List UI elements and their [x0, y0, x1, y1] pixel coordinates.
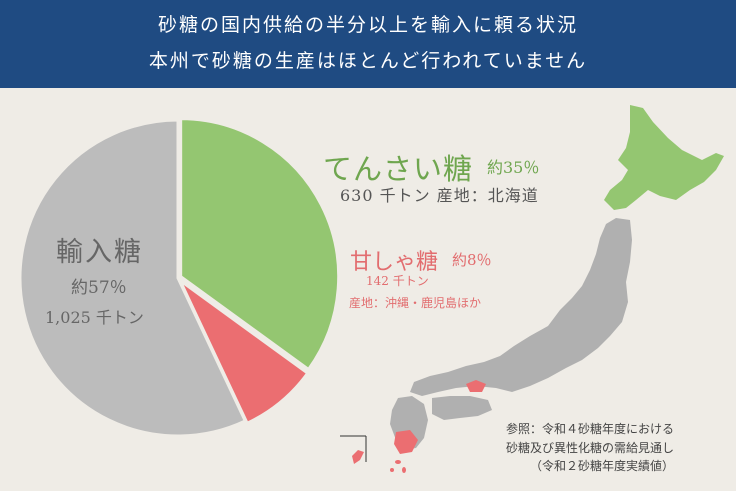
japan-map-icon — [340, 105, 724, 473]
map-kagoshima — [394, 430, 418, 454]
import-amount: 1,025 千トン — [45, 308, 144, 327]
pie-chart — [18, 117, 341, 438]
cane-percent: 約8％ — [452, 251, 492, 269]
map-hokkaido — [604, 105, 724, 210]
source-line3: （令和２砂糖年度実績値） — [530, 459, 675, 474]
beet-label: てんさい糖 — [323, 152, 474, 186]
map-shikoku — [432, 396, 492, 420]
cane-region: 産地：沖縄・鹿児島ほか — [349, 296, 482, 310]
pie-slice-beet — [179, 117, 341, 372]
source-line2: 砂糖及び異性化糖の需給見通し — [506, 440, 675, 455]
map-kansai — [466, 380, 486, 392]
source-note: 参照：令和４砂糖年度における 砂糖及び異性化糖の需給見通し （令和２砂糖年度実績… — [506, 420, 674, 476]
cane-amount: 142 千トン — [366, 274, 429, 288]
header-title-line1: 砂糖の国内供給の半分以上を輸入に頼る状況 — [157, 14, 578, 36]
cane-label: 甘しゃ糖 — [350, 250, 439, 275]
pie-slice-import — [18, 118, 248, 438]
beet-detail: 630 千トン 産地：北海道 — [340, 186, 539, 205]
map-honshu — [410, 218, 632, 396]
source-line1: 参照：令和４砂糖年度における — [506, 422, 675, 436]
header-banner: 砂糖の国内供給の半分以上を輸入に頼る状況 本州で砂糖の生産はほとんど行われていま… — [0, 0, 736, 88]
import-percent: 約57％ — [71, 278, 127, 298]
beet-percent: 約35％ — [487, 158, 540, 177]
pie-slice-cane — [178, 279, 310, 426]
import-label: 輸入糖 — [56, 237, 143, 268]
map-southwest-islands — [352, 450, 406, 473]
header-title-line2: 本州で砂糖の生産はほとんど行われていません — [148, 50, 588, 72]
map-inset-frame — [340, 435, 367, 462]
